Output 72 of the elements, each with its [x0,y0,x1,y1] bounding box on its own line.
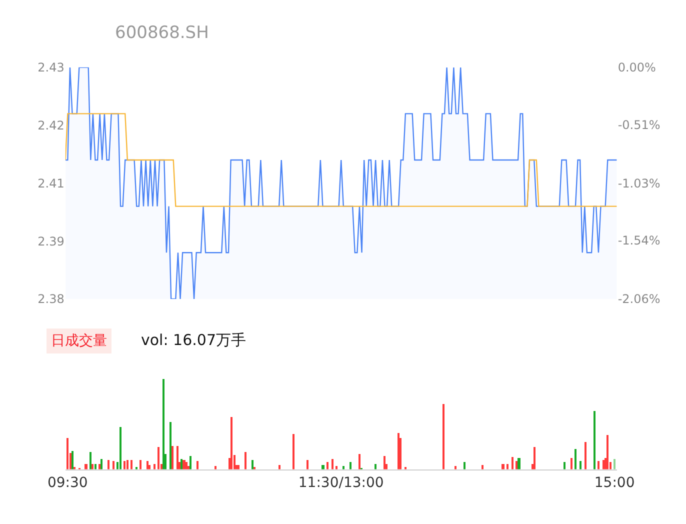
chart-title: 600868.SH [115,23,209,43]
bar [331,458,334,470]
y2-tick-label: -0.51% [618,118,660,132]
bar [91,464,94,470]
bar [176,446,178,470]
bar [292,434,294,470]
bar [517,458,520,470]
bar [463,462,466,470]
bar [374,464,376,470]
bar [358,454,360,470]
bar [570,458,572,470]
bar [171,446,174,470]
bar [89,452,92,470]
y-tick-label: 2.42 [38,118,64,132]
bar [180,458,182,470]
bar [84,464,88,470]
y-tick-label: 2.43 [38,60,64,75]
bar [584,442,586,470]
bar [501,464,504,470]
bar [196,460,198,470]
x-tick-label: 15:00 [594,475,635,492]
bar [442,404,444,470]
bar [139,460,142,470]
bar [146,460,148,470]
x-tick-label: 09:30 [47,475,88,492]
bar [383,456,386,470]
bar [123,460,126,470]
text: 日成交量 [51,333,107,349]
y-tick-label: 2.39 [38,234,64,248]
bar [533,446,536,470]
bar [169,422,172,470]
x-tick-label: 11:30/13:00 [298,475,384,492]
bar [602,460,604,470]
y-tick-label: 2.38 [38,292,64,306]
bar [98,464,100,470]
bar [153,464,156,470]
y-tick-label: 2.41 [38,176,64,190]
y2-tick-label: -2.06% [618,292,660,306]
bar [189,456,192,470]
y2-tick-label: 0.00% [618,60,656,75]
bar [94,464,96,470]
bar [157,446,160,470]
bar [579,460,582,470]
bar [130,460,132,470]
bar [100,458,102,470]
bar [107,460,110,470]
bar [606,434,608,470]
bar [511,456,514,470]
bar [162,378,164,470]
bar [66,438,68,470]
bar [506,464,508,470]
bar [306,460,308,470]
bar [182,460,186,470]
bar [397,432,400,470]
bar [112,460,114,470]
bar [515,460,518,470]
bar [597,460,600,470]
bar [185,462,188,470]
y2-tick-label: -1.03% [618,176,660,190]
bar [349,462,352,470]
text: vol: 16.07万手 [141,331,246,349]
y2-tick-label: -1.54% [618,234,660,248]
bar [613,458,616,470]
bar [244,452,246,470]
bar [593,410,596,470]
bar [230,416,232,470]
bar [251,460,254,470]
bar [119,426,122,470]
bar [574,448,576,470]
bar [563,462,566,470]
bar [126,460,128,470]
bar [326,462,328,470]
